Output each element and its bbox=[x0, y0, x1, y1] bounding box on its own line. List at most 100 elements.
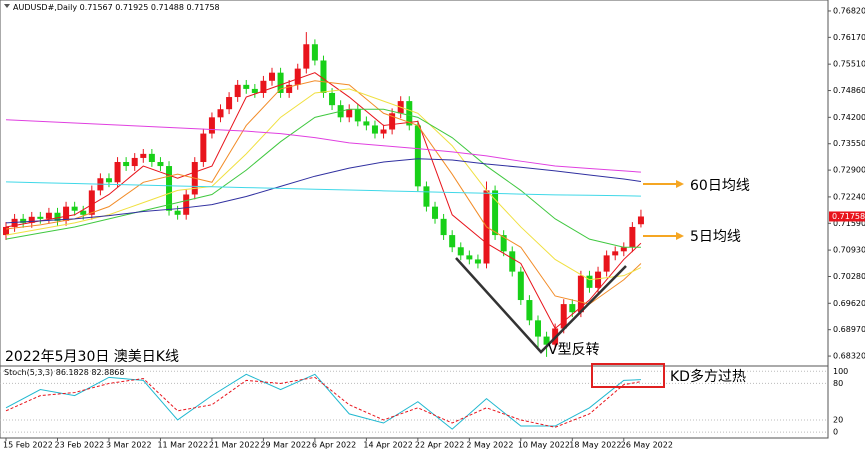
highlight-box bbox=[591, 363, 665, 388]
candle-body bbox=[457, 247, 464, 256]
stoch-line bbox=[5, 373, 641, 430]
x-tick-label: 6 Apr 2022 bbox=[312, 441, 356, 450]
symbol-header: AUDUSD#,Daily 0.71567 0.71925 0.71488 0.… bbox=[13, 3, 220, 12]
y-tick-label: 0.69620 bbox=[833, 299, 865, 308]
candle-body bbox=[500, 235, 507, 252]
annotation: 5日均线 bbox=[690, 229, 741, 245]
candle-body bbox=[560, 304, 567, 329]
candle-body bbox=[131, 157, 138, 167]
moving-average bbox=[5, 72, 642, 330]
x-tick-label: 23 Feb 2022 bbox=[54, 441, 104, 450]
y-tick-label: 0.68970 bbox=[833, 325, 865, 334]
candle-body bbox=[45, 212, 52, 219]
candle-body bbox=[466, 255, 473, 260]
annotation: V型反转 bbox=[548, 342, 600, 358]
x-tick-label: 10 May 2022 bbox=[518, 441, 570, 450]
moving-average bbox=[5, 181, 641, 197]
candle-body bbox=[20, 218, 27, 223]
price-label: 0.71758 bbox=[832, 212, 865, 221]
x-tick-label: 14 Apr 2022 bbox=[363, 441, 412, 450]
candle-body bbox=[363, 121, 370, 126]
candle-body bbox=[71, 206, 78, 211]
y-tick-label: 0 bbox=[833, 428, 838, 437]
candle-body bbox=[371, 125, 378, 134]
candle-body bbox=[526, 300, 533, 321]
menu-icon bbox=[4, 4, 10, 8]
candle-body bbox=[620, 247, 627, 252]
candle-body bbox=[346, 109, 353, 118]
y-tick-label: 0.71590 bbox=[833, 219, 865, 228]
x-tick-label: 2 May 2022 bbox=[466, 441, 513, 450]
candle-body bbox=[88, 190, 95, 215]
moving-average bbox=[5, 108, 641, 248]
x-tick-label: 21 Mar 2022 bbox=[209, 441, 260, 450]
candle-body bbox=[432, 206, 439, 219]
moving-average bbox=[5, 119, 641, 173]
y-tick-label: 0.70280 bbox=[833, 272, 865, 281]
candle-body bbox=[226, 97, 233, 110]
candle-body bbox=[586, 275, 593, 288]
x-tick-label: 29 Mar 2022 bbox=[260, 441, 311, 450]
y-tick-label: 0.68320 bbox=[833, 352, 865, 361]
candle-body bbox=[329, 92, 336, 106]
candle-body bbox=[217, 109, 224, 118]
candle-body bbox=[517, 271, 524, 301]
candle-body bbox=[389, 113, 396, 130]
candle-body bbox=[157, 161, 164, 167]
x-tick-label: 3 Mar 2022 bbox=[106, 441, 152, 450]
candle-body bbox=[603, 255, 610, 272]
candle-body bbox=[423, 186, 430, 207]
candle-body bbox=[595, 271, 602, 288]
annotation: KD多方过热 bbox=[670, 368, 746, 385]
arrow-head bbox=[676, 180, 684, 188]
candle-body bbox=[243, 84, 250, 89]
candle-body bbox=[449, 235, 456, 248]
x-tick-label: 15 Feb 2022 bbox=[3, 441, 53, 450]
candle-body bbox=[294, 68, 301, 85]
candle-body bbox=[577, 275, 584, 313]
candle-body bbox=[166, 166, 173, 211]
candle-body bbox=[105, 178, 112, 183]
y-tick-label: 0.72900 bbox=[833, 166, 865, 175]
y-tick-label: 0.74200 bbox=[833, 113, 865, 122]
candle-body bbox=[380, 129, 387, 134]
candle-body bbox=[11, 218, 18, 227]
candle-body bbox=[208, 117, 215, 134]
candle-body bbox=[406, 101, 413, 126]
candle-body bbox=[63, 206, 70, 221]
candle-body bbox=[148, 153, 155, 162]
candle-body bbox=[123, 161, 130, 167]
y-tick-label: 0.75510 bbox=[833, 60, 865, 69]
y-tick-label: 0.74860 bbox=[833, 86, 865, 95]
candle-body bbox=[268, 72, 275, 81]
candle-body bbox=[200, 133, 207, 162]
plot-frame bbox=[0, 0, 829, 439]
candle-body bbox=[183, 194, 190, 215]
x-tick-label: 26 May 2022 bbox=[621, 441, 673, 450]
y-tick-label: 0.70930 bbox=[833, 246, 865, 255]
candle-body bbox=[534, 320, 541, 337]
moving-average bbox=[5, 88, 642, 281]
candle-body bbox=[354, 109, 361, 122]
x-tick-label: 22 Apr 2022 bbox=[415, 441, 464, 450]
candle-body bbox=[492, 190, 499, 236]
candle-body bbox=[174, 210, 181, 215]
candle-body bbox=[80, 210, 87, 215]
candle-body bbox=[637, 216, 644, 225]
candle-body bbox=[54, 212, 61, 221]
y-tick-label: 0.76820 bbox=[833, 6, 865, 15]
caption: 2022年5月30日 澳美日K线 bbox=[5, 349, 179, 365]
candle-body bbox=[277, 72, 284, 93]
v-shape bbox=[455, 257, 627, 354]
candle-body bbox=[509, 251, 516, 272]
y-tick-label: 80 bbox=[833, 379, 843, 388]
candle-body bbox=[140, 153, 147, 158]
candle-body bbox=[629, 226, 636, 248]
candle-body bbox=[234, 84, 241, 98]
candle-body bbox=[320, 60, 327, 93]
candle-body bbox=[251, 88, 258, 93]
y-tick-label: 0.72240 bbox=[833, 192, 865, 201]
stoch-header: Stoch(5,3,3) 86.1828 82.8868 bbox=[4, 368, 124, 377]
candle-body bbox=[474, 259, 481, 264]
